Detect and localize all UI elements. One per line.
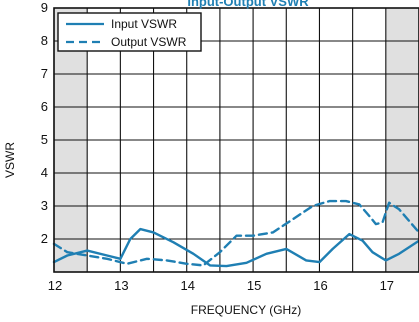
- y-tick-label-9: 9: [41, 0, 48, 15]
- series-line-output-vswr: [52, 199, 419, 267]
- legend-label-output: Output VSWR: [111, 35, 187, 49]
- series-line-input-vswr: [52, 227, 419, 268]
- x-tick-label-16: 16: [313, 278, 327, 293]
- x-tick-label-17: 17: [380, 278, 394, 293]
- x-tick-label-12: 12: [48, 278, 62, 293]
- x-tick-label-15: 15: [247, 278, 261, 293]
- y-tick-label-3: 3: [41, 198, 48, 213]
- y-tick-label-2: 2: [41, 231, 48, 246]
- x-tick-label-13: 13: [114, 278, 128, 293]
- legend: Input VSWR Output VSWR: [57, 12, 202, 52]
- y-tick-label-7: 7: [41, 66, 48, 81]
- chart-title: Input-Output VSWR: [187, 0, 309, 9]
- y-tick-label-8: 8: [41, 33, 48, 48]
- x-tick-label-14: 14: [180, 278, 194, 293]
- y-tick-label-6: 6: [41, 99, 48, 114]
- y-axis-label: VSWR: [3, 142, 17, 178]
- legend-box: [57, 12, 202, 52]
- plot-border: [53, 7, 419, 273]
- y-tick-label-5: 5: [41, 132, 48, 147]
- legend-label-input: Input VSWR: [111, 17, 177, 31]
- x-axis-label: FREQUENCY (GHz): [191, 303, 301, 317]
- series-layer: [52, 199, 419, 268]
- tick-labels: 12 13 14 15 16 17 2 3 4 5 6 7 8 9: [41, 0, 394, 293]
- y-tick-label-4: 4: [41, 165, 48, 180]
